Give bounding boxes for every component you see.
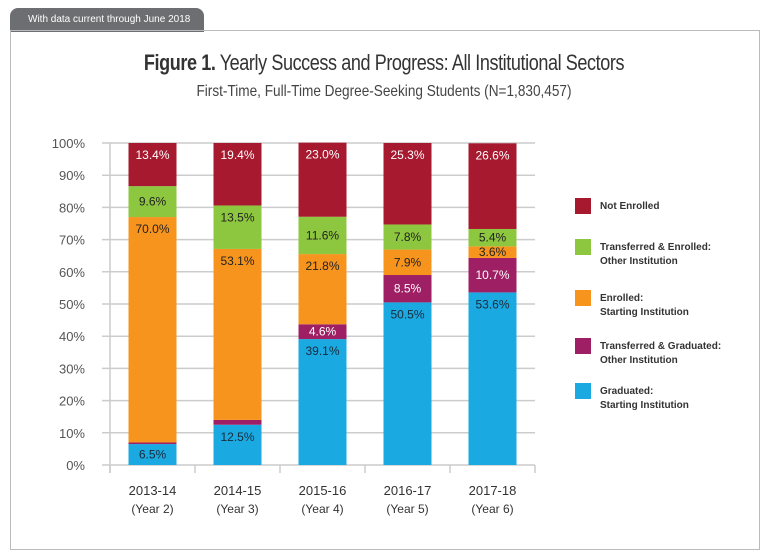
bar-segment bbox=[468, 246, 517, 258]
bar-segment bbox=[128, 442, 177, 445]
data-label: 53.6% bbox=[475, 297, 509, 311]
data-label: 26.6% bbox=[475, 148, 509, 162]
bar-segment bbox=[383, 143, 432, 225]
x-tick-label: 2013-14 bbox=[129, 483, 177, 498]
data-currency-tab: With data current through June 2018 bbox=[10, 8, 204, 32]
data-label: 19.4% bbox=[220, 148, 254, 162]
data-label: 12.5% bbox=[220, 430, 254, 444]
x-tick-label: 2014-15 bbox=[214, 483, 262, 498]
legend-label: Starting Institution bbox=[600, 400, 689, 411]
bar-segment bbox=[128, 444, 177, 465]
y-tick-label: 70% bbox=[59, 233, 85, 248]
data-label: 4.6% bbox=[309, 325, 337, 339]
legend-label: Other Institution bbox=[600, 355, 678, 366]
legend-label: Other Institution bbox=[600, 256, 678, 267]
y-tick-label: 80% bbox=[59, 200, 85, 215]
data-label: 23.0% bbox=[305, 148, 339, 162]
bar-segment bbox=[213, 424, 262, 465]
title-text: Yearly Success and Progress: All Institu… bbox=[219, 50, 625, 75]
data-label: 8.5% bbox=[394, 282, 422, 296]
legend-swatch bbox=[575, 290, 591, 306]
bar-segment bbox=[128, 217, 177, 443]
legend-label: Enrolled: bbox=[600, 293, 643, 304]
x-tick-sublabel: (Year 4) bbox=[301, 502, 343, 516]
x-tick-sublabel: (Year 3) bbox=[216, 502, 258, 516]
bar-segment bbox=[128, 143, 177, 187]
bar-segment bbox=[128, 186, 177, 218]
chart-subtitle: First-Time, Full-Time Degree-Seeking Stu… bbox=[196, 83, 572, 100]
bar-segment bbox=[468, 257, 517, 293]
y-tick-label: 20% bbox=[59, 394, 85, 409]
data-label: 21.8% bbox=[305, 259, 339, 273]
x-tick-label: 2016-17 bbox=[384, 483, 432, 498]
bar-segment bbox=[468, 228, 517, 247]
data-label: 11.6% bbox=[306, 228, 339, 242]
bar-segment bbox=[298, 324, 347, 340]
data-label: 25.3% bbox=[390, 148, 424, 162]
x-tick-sublabel: (Year 5) bbox=[386, 502, 428, 516]
bar-segment bbox=[468, 143, 517, 229]
y-tick-label: 40% bbox=[59, 329, 85, 344]
data-label: 10.7% bbox=[475, 268, 509, 282]
data-label: 13.4% bbox=[135, 148, 169, 162]
data-label: 6.5% bbox=[139, 448, 167, 462]
legend-label: Transferred & Enrolled: bbox=[600, 242, 711, 253]
chart-title: Figure 1. Yearly Success and Progress: A… bbox=[69, 50, 699, 76]
data-label: 50.5% bbox=[390, 307, 424, 321]
legend-swatch bbox=[575, 383, 591, 399]
x-tick-label: 2015-16 bbox=[299, 483, 347, 498]
data-label: 3.6% bbox=[479, 245, 507, 259]
legend-swatch bbox=[575, 198, 591, 214]
bar-segment bbox=[213, 205, 262, 249]
bar-segment bbox=[383, 224, 432, 250]
data-label: 13.5% bbox=[220, 210, 254, 224]
bar-segment bbox=[298, 216, 347, 255]
bar-segment bbox=[383, 275, 432, 303]
data-label: 70.0% bbox=[135, 222, 169, 236]
bar-segment bbox=[213, 419, 262, 425]
data-label: 9.6% bbox=[139, 195, 167, 209]
figure-frame bbox=[10, 30, 760, 550]
data-label: 7.9% bbox=[394, 255, 422, 269]
figure-number: Figure 1. bbox=[143, 50, 216, 75]
bar-segment bbox=[298, 254, 347, 325]
bar-segment bbox=[298, 142, 347, 217]
legend-label: Graduated: bbox=[600, 386, 653, 397]
y-tick-label: 60% bbox=[59, 265, 85, 280]
bar-segment bbox=[468, 292, 517, 465]
data-label: 53.1% bbox=[220, 254, 254, 268]
legend-label: Not Enrolled bbox=[600, 201, 659, 212]
bar-segment bbox=[383, 249, 432, 276]
y-tick-label: 10% bbox=[59, 426, 85, 441]
y-tick-label: 100% bbox=[52, 136, 86, 151]
x-tick-sublabel: (Year 6) bbox=[471, 502, 513, 516]
bar-segment bbox=[298, 339, 347, 465]
bar-segment bbox=[213, 143, 262, 206]
y-tick-label: 50% bbox=[59, 297, 85, 312]
y-tick-label: 30% bbox=[59, 361, 85, 376]
y-tick-label: 0% bbox=[66, 458, 85, 473]
data-label: 39.1% bbox=[305, 344, 339, 358]
legend-swatch bbox=[575, 239, 591, 255]
legend-label: Starting Institution bbox=[600, 307, 689, 318]
y-tick-label: 90% bbox=[59, 168, 85, 183]
data-label: 5.4% bbox=[479, 231, 507, 245]
legend-label: Transferred & Graduated: bbox=[600, 341, 721, 352]
x-tick-sublabel: (Year 2) bbox=[131, 502, 173, 516]
legend-swatch bbox=[575, 338, 591, 354]
bar-segment bbox=[383, 302, 432, 465]
data-label: 7.8% bbox=[394, 230, 422, 244]
bar-segment bbox=[213, 248, 262, 420]
x-tick-label: 2017-18 bbox=[469, 483, 517, 498]
